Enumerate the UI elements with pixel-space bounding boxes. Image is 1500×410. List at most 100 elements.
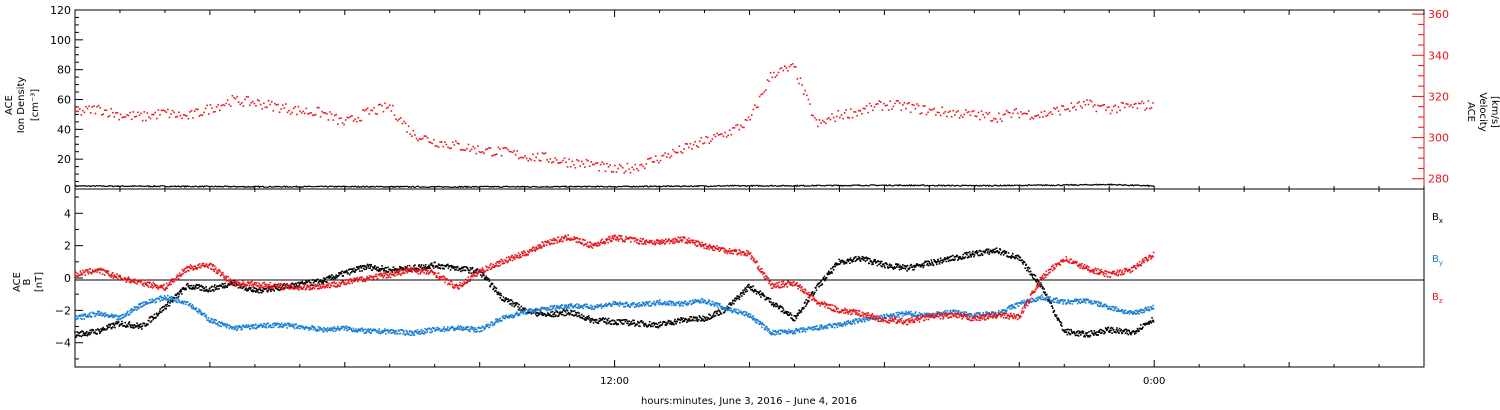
by-point — [298, 324, 301, 327]
bx-point — [172, 296, 175, 299]
bx-point — [865, 257, 868, 259]
bx-point — [659, 325, 661, 328]
bx-point — [417, 268, 419, 270]
velocity-point — [585, 158, 588, 161]
velocity-point — [854, 111, 857, 113]
by-point — [904, 314, 906, 316]
density-y-tick-label: 60 — [57, 94, 71, 107]
by-point — [1123, 311, 1125, 313]
bx-point — [720, 312, 723, 315]
by-point — [1129, 310, 1131, 312]
bx-point — [894, 267, 896, 269]
velocity-point — [187, 117, 190, 120]
by-point — [1098, 305, 1101, 308]
by-point — [552, 306, 555, 309]
bx-point — [1039, 285, 1042, 288]
by-point — [332, 327, 334, 330]
bx-point — [833, 265, 836, 268]
by-point — [228, 327, 231, 330]
bx-point — [229, 281, 232, 284]
by-point — [134, 308, 136, 311]
bx-point — [815, 287, 817, 289]
bx-point — [162, 306, 164, 308]
velocity-point — [1020, 111, 1022, 113]
by-point — [248, 325, 251, 328]
bx-point — [464, 269, 467, 272]
bx-point — [406, 267, 408, 269]
by-point — [486, 325, 489, 327]
by-point — [256, 326, 258, 329]
bx-point — [1083, 334, 1086, 337]
bx-point — [241, 287, 244, 290]
bx-point — [930, 264, 932, 266]
by-point — [638, 301, 641, 304]
bx-point — [195, 283, 198, 286]
bx-point — [294, 282, 297, 285]
by-point — [1082, 298, 1085, 300]
by-point — [259, 324, 261, 327]
by-point — [481, 330, 483, 332]
bx-point — [806, 302, 809, 304]
by-point — [852, 321, 855, 324]
by-point — [1016, 302, 1019, 304]
by-point — [721, 305, 723, 308]
velocity-point — [991, 119, 994, 122]
bx-point — [737, 295, 740, 298]
by-point — [496, 321, 498, 323]
by-point — [353, 330, 356, 333]
bx-point — [1047, 298, 1050, 301]
bx-point — [782, 307, 784, 309]
by-point — [589, 307, 592, 309]
bx-point — [556, 315, 559, 318]
velocity-point — [837, 109, 840, 112]
bx-point — [1084, 335, 1086, 338]
by-point — [120, 317, 122, 320]
bx-point — [410, 270, 412, 272]
by-point — [614, 302, 617, 305]
by-point — [117, 317, 120, 319]
bz-point — [136, 282, 138, 285]
bx-point — [674, 318, 676, 321]
by-point — [232, 326, 235, 329]
by-point — [787, 333, 789, 335]
by-point — [870, 316, 873, 319]
bx-point — [970, 255, 973, 258]
bx-point — [1018, 259, 1021, 262]
by-point — [853, 322, 856, 325]
bx-point — [333, 276, 336, 279]
bx-point — [584, 319, 586, 321]
bx-point — [769, 301, 771, 303]
by-point — [595, 306, 598, 309]
by-point — [896, 316, 898, 318]
by-point — [390, 332, 393, 335]
bx-point — [813, 291, 816, 294]
by-point — [1007, 306, 1010, 309]
bx-point — [857, 257, 859, 260]
bz-point — [190, 265, 193, 267]
velocity-point — [875, 103, 877, 106]
by-point — [494, 322, 496, 325]
bx-point — [223, 285, 225, 288]
by-point — [491, 321, 493, 323]
by-point — [302, 326, 305, 329]
velocity-point — [590, 161, 593, 163]
by-point — [546, 307, 549, 309]
by-point — [580, 305, 582, 307]
bfield-y-tick-label: −4 — [55, 337, 71, 350]
by-point — [526, 310, 529, 313]
velocity-point — [1070, 102, 1073, 104]
velocity-point — [522, 156, 525, 159]
bx-point — [787, 314, 789, 317]
bx-point — [167, 300, 170, 302]
by-point — [579, 305, 581, 307]
bx-point — [212, 289, 214, 291]
by-point — [110, 315, 112, 318]
bx-point — [845, 262, 847, 265]
velocity-point — [105, 109, 108, 112]
bx-point — [619, 321, 622, 323]
bx-point — [944, 258, 947, 261]
bx-point — [1059, 321, 1062, 323]
bx-point — [913, 266, 916, 268]
velocity-point — [225, 102, 227, 105]
by-point — [366, 328, 369, 331]
